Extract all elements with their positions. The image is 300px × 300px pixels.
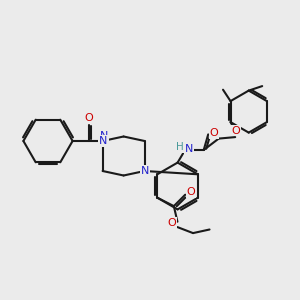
Text: O: O (187, 187, 196, 197)
Text: O: O (231, 125, 240, 136)
Text: O: O (168, 218, 176, 228)
Text: H: H (176, 142, 184, 152)
Text: N: N (185, 143, 193, 154)
Text: O: O (210, 128, 219, 138)
Text: N: N (98, 136, 107, 146)
Text: O: O (84, 113, 93, 123)
Text: N: N (100, 131, 108, 141)
Text: N: N (140, 166, 149, 176)
